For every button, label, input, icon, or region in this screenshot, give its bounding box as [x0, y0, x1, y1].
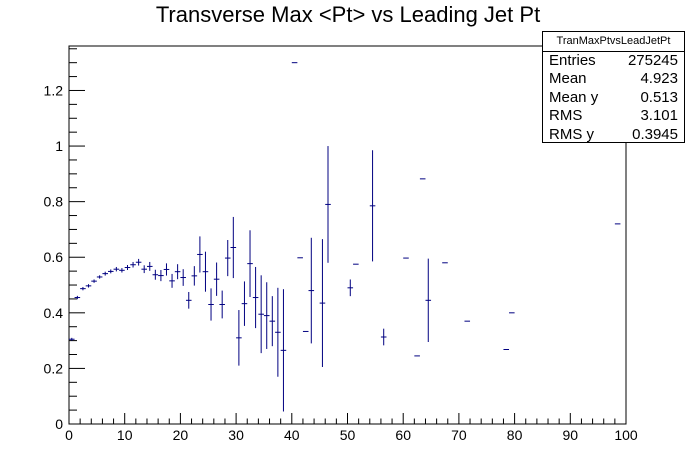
data-point — [213, 262, 220, 296]
x-tick-label: 60 — [395, 427, 411, 443]
data-point — [113, 266, 120, 272]
x-tick-label: 40 — [284, 427, 300, 443]
data-point — [130, 261, 136, 268]
data-point — [74, 295, 81, 300]
data-point — [425, 258, 432, 343]
data-point — [347, 279, 354, 297]
y-tick-label: 0 — [55, 416, 63, 432]
data-point — [236, 310, 242, 366]
stats-value: 0.3945 — [632, 125, 678, 143]
x-tick-label: 100 — [614, 427, 638, 443]
y-tick-label: 1 — [55, 138, 63, 154]
data-point — [308, 237, 315, 344]
data-point — [202, 251, 209, 292]
stats-value: 275245 — [627, 52, 678, 69]
stats-value: 4.923 — [640, 70, 678, 88]
data-point — [319, 239, 326, 368]
stats-box: TranMaxPtvsLeadJetPt Entries 275245 Mean… — [542, 31, 685, 143]
data-point — [197, 236, 203, 273]
x-tick-label: 50 — [340, 427, 356, 443]
data-point — [263, 282, 270, 349]
x-tick-label: 30 — [228, 427, 244, 443]
data-point — [219, 290, 225, 319]
data-point — [252, 266, 259, 329]
chart-title: Transverse Max <Pt> vs Leading Jet Pt — [155, 2, 541, 27]
data-point — [152, 269, 159, 280]
data-point — [275, 287, 281, 377]
data-point — [241, 281, 248, 326]
data-point — [141, 265, 147, 274]
data-point — [325, 146, 331, 263]
stats-row-rms-y: RMS y 0.3945 — [543, 126, 684, 144]
stats-row-mean: Mean 4.923 — [543, 70, 684, 88]
data-point — [258, 275, 264, 354]
data-point — [69, 337, 75, 341]
stats-value: 0.513 — [640, 88, 678, 106]
y-tick-label: 0.2 — [44, 360, 64, 376]
data-point — [85, 284, 92, 288]
data-point — [80, 286, 86, 291]
x-tick-label: 10 — [117, 427, 133, 443]
y-tick-label: 0.8 — [44, 194, 64, 210]
stats-label: RMS — [549, 107, 583, 125]
data-point — [96, 275, 103, 279]
y-tick-label: 0.6 — [44, 249, 64, 265]
data-point — [208, 288, 214, 321]
data-point — [230, 216, 237, 279]
x-tick-label: 0 — [65, 427, 73, 443]
stats-value: 3.101 — [640, 107, 678, 125]
stats-label: Entries — [549, 52, 596, 69]
x-tick-label: 70 — [451, 427, 467, 443]
y-tick-label: 0.4 — [44, 305, 64, 321]
data-point — [107, 269, 114, 274]
data-point — [135, 258, 142, 266]
data-point — [280, 289, 287, 412]
stats-box-name: TranMaxPtvsLeadJetPt — [543, 32, 684, 52]
data-point — [146, 261, 153, 271]
data-point — [163, 263, 170, 276]
data-point — [269, 296, 276, 347]
data-point — [91, 279, 97, 283]
stats-row-rms: RMS 3.101 — [543, 107, 684, 125]
data-point — [191, 266, 198, 286]
data-point — [224, 240, 231, 277]
data-point — [369, 150, 376, 262]
data-point — [119, 268, 125, 273]
stats-label: RMS y — [549, 125, 594, 143]
data-point — [169, 273, 175, 288]
x-tick-label: 90 — [563, 427, 579, 443]
data-point — [124, 265, 131, 271]
x-tick-label: 80 — [507, 427, 523, 443]
stats-row-entries: Entries 275245 — [543, 52, 684, 70]
data-point — [247, 230, 253, 297]
data-point — [380, 328, 387, 346]
data-point — [185, 291, 192, 309]
data-point — [158, 270, 164, 282]
x-tick-label: 20 — [173, 427, 189, 443]
data-point — [180, 269, 186, 286]
y-tick-label: 1.2 — [44, 82, 64, 98]
stats-label: Mean — [549, 70, 587, 88]
data-point — [102, 271, 108, 276]
stats-row-mean-y: Mean y 0.513 — [543, 89, 684, 107]
data-point — [174, 264, 181, 280]
stats-label: Mean y — [549, 88, 599, 106]
